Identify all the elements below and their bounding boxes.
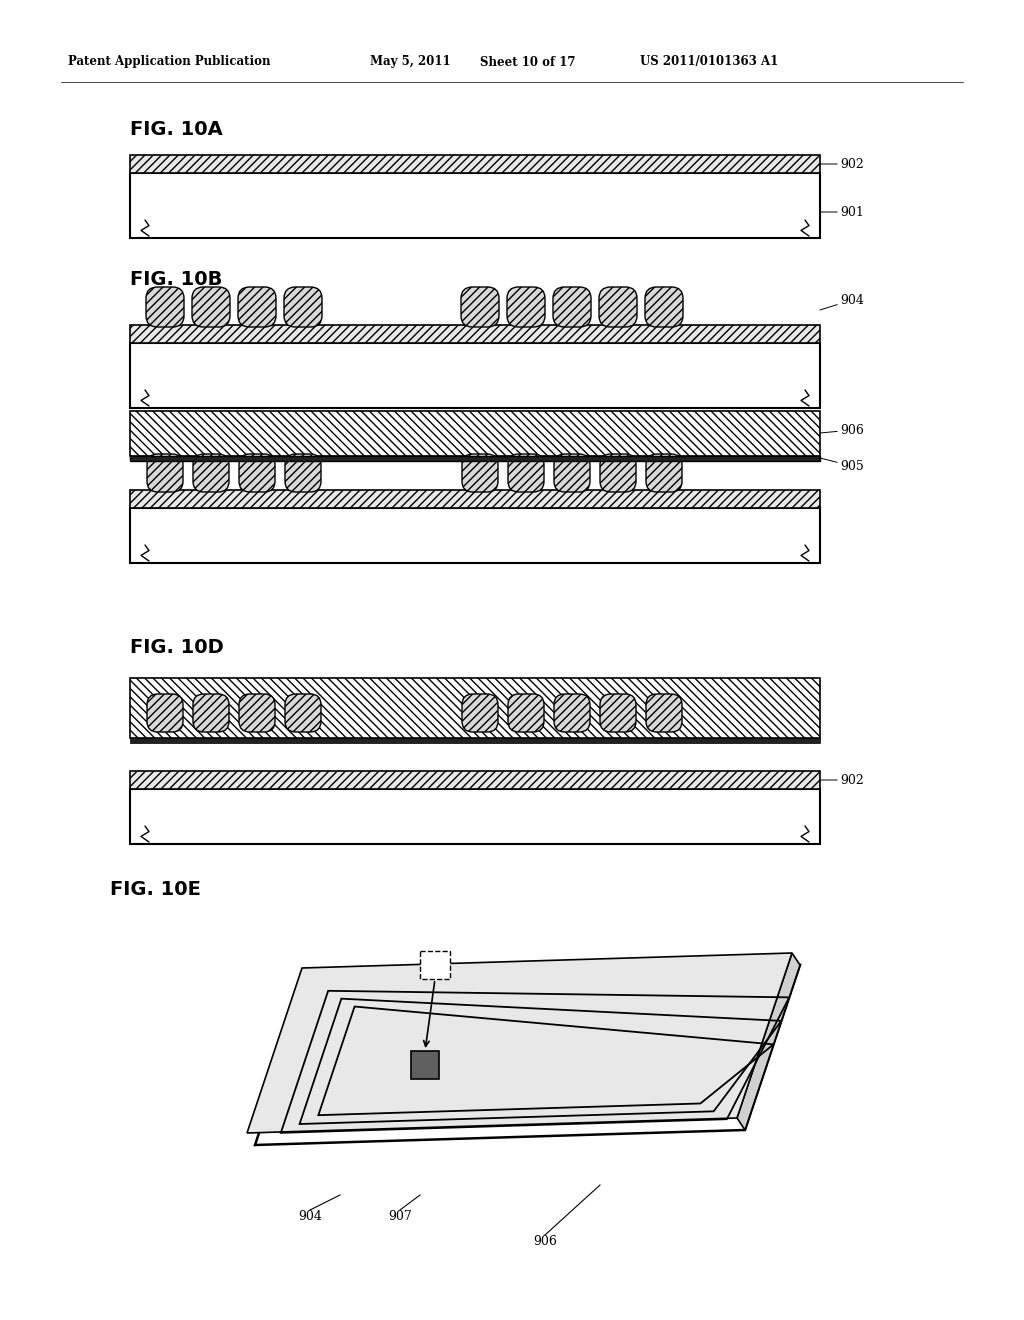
FancyBboxPatch shape (462, 694, 498, 733)
Bar (411, 1051, 439, 1078)
FancyBboxPatch shape (508, 694, 544, 733)
Bar (130, 154, 820, 173)
FancyBboxPatch shape (507, 286, 545, 327)
Text: US 2011/0101363 A1: US 2011/0101363 A1 (640, 55, 778, 69)
FancyBboxPatch shape (508, 454, 544, 492)
Text: 906: 906 (534, 1236, 557, 1247)
FancyBboxPatch shape (147, 694, 183, 733)
Polygon shape (737, 953, 800, 1130)
Text: 902: 902 (820, 774, 864, 787)
Bar (130, 455, 820, 461)
Polygon shape (255, 965, 800, 1144)
Text: 904: 904 (298, 1210, 322, 1224)
FancyBboxPatch shape (461, 286, 499, 327)
Bar (130, 411, 820, 455)
FancyBboxPatch shape (646, 694, 682, 733)
Text: FIG. 10E: FIG. 10E (110, 880, 201, 899)
FancyBboxPatch shape (554, 454, 590, 492)
Bar (130, 343, 820, 408)
Text: 905: 905 (820, 458, 864, 473)
Bar (130, 738, 820, 743)
Bar (130, 771, 820, 789)
Bar (420, 950, 450, 979)
FancyBboxPatch shape (600, 454, 636, 492)
Text: Sheet 10 of 17: Sheet 10 of 17 (480, 55, 575, 69)
Text: 907: 907 (388, 1210, 412, 1224)
Text: FIG. 10A: FIG. 10A (130, 120, 223, 139)
Text: FIG. 10D: FIG. 10D (130, 638, 224, 657)
Text: 902: 902 (820, 157, 864, 170)
Text: May 5, 2011: May 5, 2011 (370, 55, 451, 69)
FancyBboxPatch shape (462, 454, 498, 492)
Polygon shape (247, 953, 792, 1133)
FancyBboxPatch shape (193, 454, 229, 492)
Text: FIG. 10B: FIG. 10B (130, 271, 222, 289)
FancyBboxPatch shape (239, 694, 275, 733)
Bar (130, 490, 820, 508)
Bar (130, 789, 820, 843)
FancyBboxPatch shape (285, 454, 321, 492)
Text: 906: 906 (820, 424, 864, 437)
FancyBboxPatch shape (554, 694, 590, 733)
Text: 901: 901 (820, 206, 864, 219)
FancyBboxPatch shape (646, 454, 682, 492)
Bar (130, 325, 820, 343)
FancyBboxPatch shape (284, 286, 322, 327)
Bar (130, 678, 820, 738)
FancyBboxPatch shape (193, 694, 229, 733)
FancyBboxPatch shape (147, 454, 183, 492)
FancyBboxPatch shape (239, 454, 275, 492)
Text: 904: 904 (820, 293, 864, 310)
Bar (130, 173, 820, 238)
FancyBboxPatch shape (238, 286, 276, 327)
FancyBboxPatch shape (599, 286, 637, 327)
FancyBboxPatch shape (600, 694, 636, 733)
FancyBboxPatch shape (146, 286, 184, 327)
FancyBboxPatch shape (553, 286, 591, 327)
Text: Patent Application Publication: Patent Application Publication (68, 55, 270, 69)
FancyBboxPatch shape (645, 286, 683, 327)
FancyBboxPatch shape (193, 286, 230, 327)
Text: FIG. 10C: FIG. 10C (130, 440, 222, 459)
Bar (130, 508, 820, 564)
FancyBboxPatch shape (285, 694, 321, 733)
